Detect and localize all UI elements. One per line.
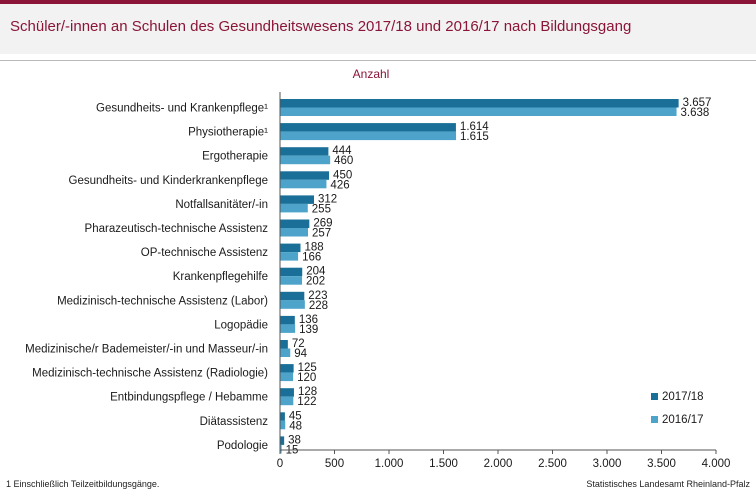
category-label: Medizinisch-technische Assistenz (Labor)	[57, 295, 268, 307]
data-label: 204	[306, 266, 326, 278]
data-label: 223	[308, 290, 327, 302]
data-label: 94	[294, 348, 307, 360]
x-tick-label: 1.500	[429, 458, 458, 470]
bar-2016-17	[280, 179, 327, 189]
bar-2017-18	[280, 123, 456, 132]
footnote: 1 Einschließlich Teilzeitbildungsgänge.	[6, 479, 160, 489]
top-accent-bar	[0, 0, 756, 4]
bar-2016-17	[280, 300, 305, 309]
category-label: Gesundheits- und Krankenpflege¹	[96, 103, 268, 115]
bar-2017-18	[280, 291, 305, 301]
data-label: 128	[298, 386, 317, 398]
data-label: 444	[332, 145, 352, 157]
bar-2016-17	[280, 444, 282, 454]
x-tick-label: 2.000	[484, 458, 513, 470]
bar-2016-17	[280, 228, 309, 237]
data-label: 228	[309, 300, 328, 312]
category-label: Medizinisch-technische Assistenz (Radiol…	[32, 368, 268, 380]
data-label: 1.614	[460, 121, 489, 133]
bar-2016-17	[280, 203, 308, 213]
bar-2016-17	[280, 324, 296, 333]
bar-2017-18	[280, 147, 329, 156]
data-label: 202	[306, 276, 325, 288]
source-note: Statistisches Landesamt Rheinland-Pfalz	[586, 479, 750, 489]
bar-2017-18	[280, 195, 315, 204]
bar-2016-17	[280, 107, 677, 116]
bar-2017-18	[280, 219, 310, 228]
x-tick-label: 3.000	[593, 458, 622, 470]
legend-label: 2016/17	[662, 414, 704, 426]
category-label: Logopädie	[214, 319, 268, 331]
x-tick-label: 2.500	[538, 458, 567, 470]
bar-2017-18	[280, 315, 295, 325]
x-tick-label: 1.000	[375, 458, 404, 470]
bar-2016-17	[280, 420, 286, 430]
data-label: 166	[302, 252, 321, 264]
legend-label: 2017/18	[662, 391, 704, 403]
bar-2017-18	[280, 364, 294, 373]
bar-2017-18	[280, 99, 679, 108]
bar-2016-17	[280, 396, 294, 406]
data-label: 269	[313, 218, 332, 230]
category-label: OP-technische Assistenz	[141, 247, 268, 259]
data-label: 3.657	[683, 97, 712, 109]
bar-2017-18	[280, 171, 330, 180]
data-label: 125	[298, 362, 317, 374]
x-tick-label: 0	[277, 458, 283, 470]
data-label: 257	[312, 228, 331, 240]
category-label: Notfallsanitäter/-in	[175, 199, 268, 211]
data-label: 460	[334, 155, 353, 167]
category-label: Ergotherapie	[202, 151, 268, 163]
bar-2017-18	[280, 412, 285, 421]
bar-2017-18	[280, 388, 294, 397]
legend-swatch	[651, 393, 658, 400]
category-label: Podologie	[217, 440, 268, 452]
category-label: Entbindungspflege / Hebamme	[110, 392, 268, 404]
data-label: 120	[297, 372, 316, 384]
x-tick-label: 3.500	[647, 458, 676, 470]
data-label: 312	[318, 193, 337, 205]
data-label: 139	[299, 324, 318, 336]
data-label: 450	[333, 169, 352, 181]
category-label: Diätassistenz	[200, 416, 269, 428]
bar-2017-18	[280, 340, 288, 349]
category-label: Physiotherapie¹	[188, 127, 268, 139]
data-label: 255	[312, 203, 331, 215]
bar-2016-17	[280, 131, 457, 141]
bar-2016-17	[280, 252, 299, 261]
data-label: 122	[297, 396, 316, 408]
data-label: 38	[288, 434, 301, 446]
data-label: 48	[289, 420, 302, 432]
data-label: 188	[304, 242, 323, 254]
unit-label: Anzahl	[353, 67, 390, 81]
bar-2016-17	[280, 155, 331, 165]
header-divider	[0, 60, 756, 61]
data-label: 72	[292, 338, 305, 350]
data-label: 3.638	[681, 107, 710, 119]
category-label: Pharazeutisch-technische Assistenz	[85, 223, 269, 235]
header-band: Schüler/-innen an Schulen des Gesundheit…	[0, 4, 756, 54]
x-tick-label: 500	[325, 458, 344, 470]
bar-2016-17	[280, 276, 303, 285]
bar-2016-17	[280, 372, 294, 382]
data-label: 1.615	[460, 131, 489, 143]
category-label: Gesundheits- und Kinderkrankenpflege	[69, 175, 268, 187]
bar-2017-18	[280, 267, 303, 277]
bar-2016-17	[280, 348, 291, 357]
bar-2017-18	[280, 436, 285, 445]
data-label: 45	[289, 410, 302, 422]
x-tick-label: 4.000	[702, 458, 731, 470]
category-label: Medizinische/r Bademeister/-in und Masse…	[25, 344, 268, 356]
bar-2017-18	[280, 243, 301, 253]
data-label: 136	[299, 314, 318, 326]
legend-swatch	[651, 416, 658, 423]
category-label: Krankenpflegehilfe	[173, 271, 268, 283]
data-label: 426	[330, 179, 349, 191]
chart-title: Schüler/-innen an Schulen des Gesundheit…	[10, 18, 632, 35]
